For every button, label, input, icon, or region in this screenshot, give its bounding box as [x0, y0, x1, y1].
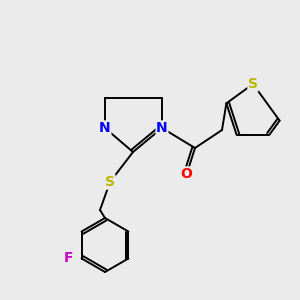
Text: N: N — [99, 121, 111, 135]
Text: O: O — [180, 167, 192, 181]
Text: S: S — [248, 77, 258, 91]
Text: N: N — [156, 121, 168, 135]
Text: F: F — [64, 251, 74, 266]
Text: S: S — [105, 175, 115, 189]
